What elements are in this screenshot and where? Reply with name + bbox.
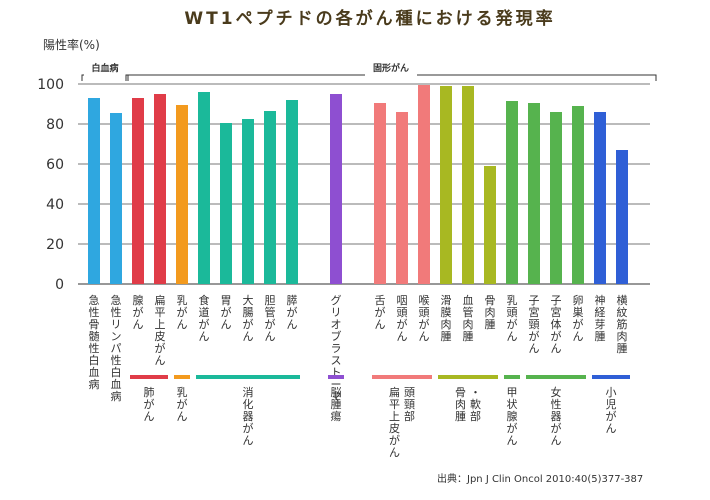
bar-18 [484, 166, 496, 284]
category-label-5: 食道がん [199, 293, 210, 343]
bar-9 [286, 100, 298, 284]
bar-13 [374, 103, 386, 284]
category-label-14: 咽頭がん [397, 294, 408, 343]
subgroup-line-4 [372, 375, 432, 379]
subgroup-label-3: 脳腫瘍 [331, 386, 342, 423]
bar-19 [506, 101, 518, 284]
bar-16 [440, 86, 452, 284]
y-tick-40: 40 [46, 197, 64, 213]
source-note: 出典：Jpn J Clin Oncol 2010:40(5)377-387 [437, 472, 643, 485]
y-axis-label: 陽性率(%) [43, 37, 100, 52]
category-label-17: 血管肉腫 [463, 293, 474, 343]
subgroup-line-2 [196, 375, 300, 379]
group-label-0: 白血病 [91, 62, 118, 74]
subgroup-label-4-1: 扁平上皮がん [389, 386, 400, 459]
bar-7 [242, 119, 254, 284]
category-label-0: 急性骨髄性白血病 [89, 293, 100, 391]
bar-5 [198, 92, 210, 284]
bar-23 [594, 112, 606, 284]
subgroup-label-8: 小児がん [606, 386, 617, 435]
y-tick-100: 100 [37, 77, 64, 93]
subgroup-label-5-0: ・軟部 [470, 386, 481, 423]
category-label-2: 腺がん [133, 293, 144, 331]
category-label-16: 滑膜肉腫 [441, 294, 452, 343]
bar-4 [176, 105, 188, 284]
category-label-7: 大腸がん [243, 293, 254, 343]
y-tick-80: 80 [46, 117, 64, 133]
bar-11 [330, 94, 342, 284]
category-label-18: 骨肉腫 [485, 294, 496, 331]
bar-24 [616, 150, 628, 284]
bar-14 [396, 112, 408, 284]
category-label-15: 喉頭がん [419, 294, 430, 343]
group-brackets: 白血病 固形がん [81, 62, 657, 81]
bar-17 [462, 86, 474, 284]
category-label-1: 急性リンパ性白血病 [111, 293, 122, 403]
subgroup-label-6: 甲状腺がん [507, 386, 518, 447]
chart-title: WT1ペプチドの各がん種における発現率 [184, 8, 555, 29]
subgroup-line-6 [504, 375, 520, 379]
category-label-11: グリオブラストーマ [331, 293, 342, 403]
subgroup-line-3 [328, 375, 344, 379]
y-tick-60: 60 [46, 157, 64, 173]
category-label-21: 子宮体がん [551, 294, 562, 355]
group-bracket-1 [125, 74, 657, 81]
subgroup-line-0 [130, 375, 168, 379]
category-label-24: 横紋筋肉腫 [617, 293, 628, 355]
subgroup-line-7 [526, 375, 586, 379]
subgroup-label-7: 女性器がん [551, 385, 562, 447]
category-label-3: 扁平上皮がん [155, 294, 166, 367]
subgroup-label-2: 消化器がん [243, 385, 254, 447]
group-label-1: 固形がん [373, 62, 409, 74]
bar-21 [550, 112, 562, 284]
category-label-20: 子宮頸がん [529, 294, 540, 355]
bar-2 [132, 98, 144, 284]
group-bracket-0 [81, 74, 129, 81]
category-labels: 急性骨髄性白血病急性リンパ性白血病腺がん扁平上皮がん乳がん食道がん胃がん大腸がん… [89, 293, 628, 403]
subgroup-label-0: 肺がん [144, 386, 155, 423]
bar-15 [418, 85, 430, 284]
bar-20 [528, 103, 540, 284]
category-label-19: 乳頭がん [507, 294, 518, 343]
bar-6 [220, 123, 232, 284]
subgroup-line-8 [592, 375, 630, 379]
category-label-4: 乳がん [177, 294, 188, 331]
subgroup-line-1 [174, 375, 190, 379]
subgroup-label-4-0: 頭頸部 [404, 386, 415, 423]
category-label-9: 膵がん [287, 294, 298, 331]
y-tick-0: 0 [55, 277, 64, 293]
y-tick-20: 20 [46, 237, 64, 253]
bars [88, 85, 628, 284]
bar-1 [110, 113, 122, 284]
bar-22 [572, 106, 584, 284]
bar-0 [88, 98, 100, 284]
category-label-13: 舌がん [375, 294, 386, 331]
bar-8 [264, 111, 276, 284]
subgroup-line-5 [438, 375, 498, 379]
subgroup-label-5-1: 骨肉腫 [455, 386, 466, 423]
bar-3 [154, 94, 166, 284]
category-label-6: 胃がん [221, 294, 232, 331]
subgroup-label-1: 乳がん [177, 386, 188, 423]
category-label-8: 胆管がん [265, 294, 276, 343]
category-label-22: 卵巣がん [573, 294, 584, 343]
category-label-23: 神経芽腫 [595, 293, 606, 343]
